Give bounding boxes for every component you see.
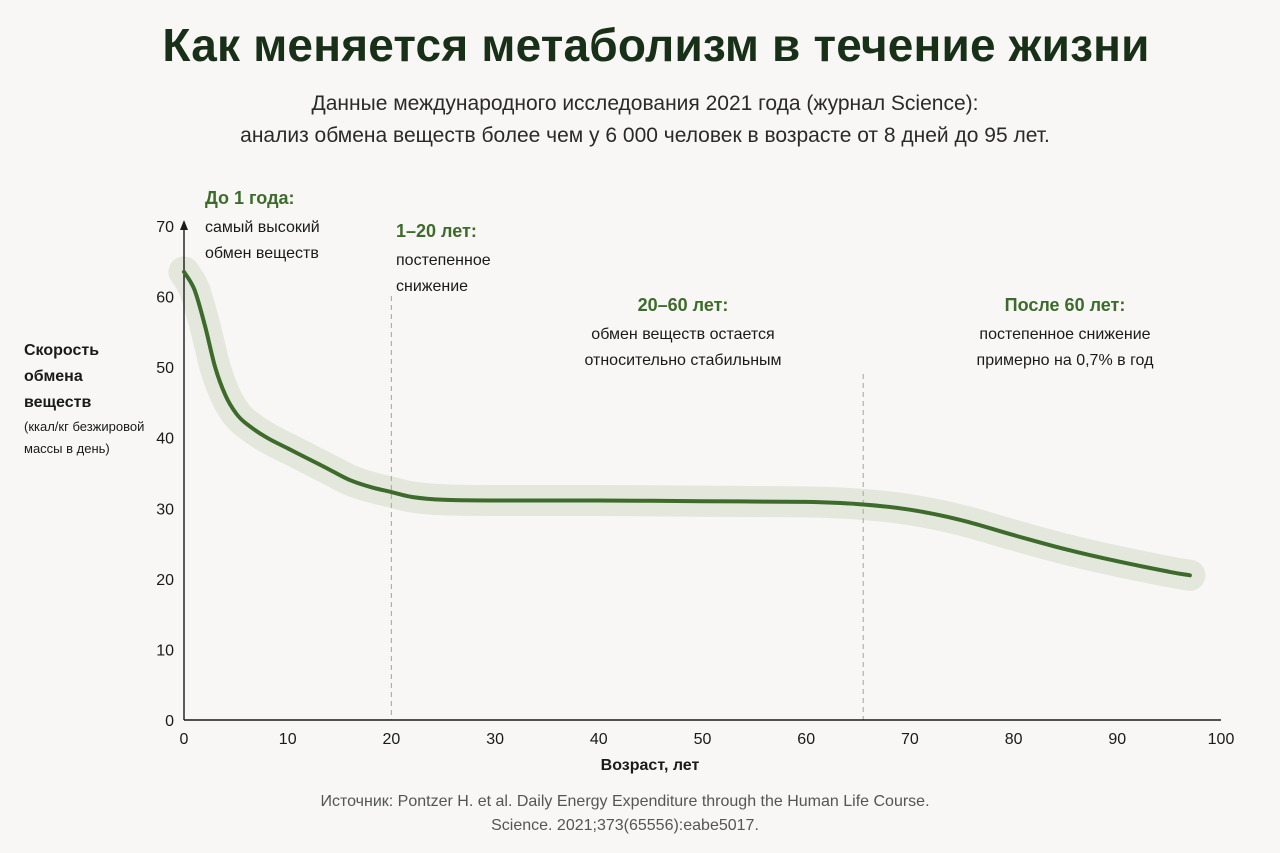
x-tick-label: 20 [383, 731, 401, 748]
x-tick-label: 40 [590, 731, 608, 748]
annotation-adult: 20–60 лет: обмен веществ остается относи… [543, 292, 823, 374]
page-title: Как меняется метаболизм в течение жизни [162, 19, 1150, 71]
annotation-heading: 1–20 лет: [396, 221, 477, 241]
source-note: Источник: Pontzer H. et al. Daily Energy… [200, 790, 1050, 838]
annotation-youth: 1–20 лет: постепенное снижение [396, 218, 491, 300]
y-tick-label: 70 [156, 219, 174, 236]
annotation-text: постепенное [396, 252, 491, 269]
annotation-text: постепенное снижение [979, 326, 1151, 343]
tick-labels: 0 10 20 30 40 50 60 70 80 90 100 0 10 20 30 40 50 60 70 [156, 219, 1234, 748]
metabolism-line-path [182, 269, 1192, 578]
source-line-1: Источник: Pontzer H. et al. Daily Energy… [320, 793, 930, 810]
y-tick-label: 40 [156, 431, 174, 448]
y-tick-label: 20 [156, 572, 174, 589]
x-tick-label: 30 [486, 731, 504, 748]
x-tick-label: 70 [901, 731, 919, 748]
x-tick-label: 100 [1208, 731, 1235, 748]
annotation-text: примерно на 0,7% в год [976, 352, 1154, 369]
y-tick-label: 60 [156, 290, 174, 307]
annotation-text: относительно стабильным [584, 352, 782, 369]
subtitle-line-2: анализ обмена веществ более чем у 6 000 … [240, 124, 1050, 147]
subtitle: Данные международного исследования 2021 … [0, 88, 1280, 152]
y-tick-label: 0 [165, 713, 174, 730]
x-tick-label: 60 [797, 731, 815, 748]
annotation-text: самый высокий [205, 219, 320, 236]
y-axis-title: Скорость обмена веществ [24, 342, 100, 411]
annotation-heading: После 60 лет: [1004, 295, 1126, 315]
x-tick-label: 10 [279, 731, 297, 748]
annotation-text: обмен веществ остается [591, 326, 775, 343]
x-axis-label: Возраст, лет [600, 757, 700, 774]
subtitle-line-1: Данные международного исследования 2021 … [311, 92, 979, 115]
y-axis-unit: (ккал/кг безжировой массы в день) [24, 419, 145, 456]
annotation-senior: После 60 лет: постепенное снижение приме… [935, 292, 1195, 374]
period-dividers [390, 296, 864, 720]
annotation-heading: 20–60 лет: [637, 295, 729, 315]
annotation-infant: До 1 года: самый высокий обмен веществ [205, 185, 320, 267]
annotation-text: снижение [396, 278, 469, 295]
annotation-text: обмен веществ [205, 245, 319, 262]
x-tick-label: 0 [180, 731, 189, 748]
y-axis-arrow [180, 220, 188, 230]
x-tick-label: 90 [1108, 731, 1126, 748]
y-axis-label: Скорость обмена веществ (ккал/кг безжиро… [24, 338, 194, 460]
y-tick-label: 30 [156, 501, 174, 518]
axes [180, 220, 1221, 721]
y-tick-label: 10 [156, 642, 174, 659]
y-tick-label: 50 [156, 360, 174, 377]
metabolism-line [182, 269, 1192, 578]
source-line-2: Science. 2021;373(65556):eabe5017. [491, 817, 759, 834]
x-tick-label: 50 [694, 731, 712, 748]
x-tick-label: 80 [1005, 731, 1023, 748]
annotation-heading: До 1 года: [205, 188, 295, 208]
